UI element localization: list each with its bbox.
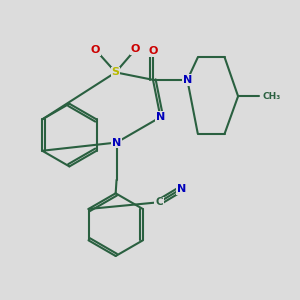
Text: CH₃: CH₃ — [262, 92, 281, 101]
Text: O: O — [131, 44, 140, 54]
Text: N: N — [112, 137, 121, 148]
Text: S: S — [112, 68, 120, 77]
Text: N: N — [183, 75, 192, 85]
Text: N: N — [177, 184, 186, 194]
Text: N: N — [156, 112, 165, 122]
Text: O: O — [148, 46, 158, 56]
Text: O: O — [91, 45, 100, 55]
Text: C: C — [155, 197, 163, 207]
